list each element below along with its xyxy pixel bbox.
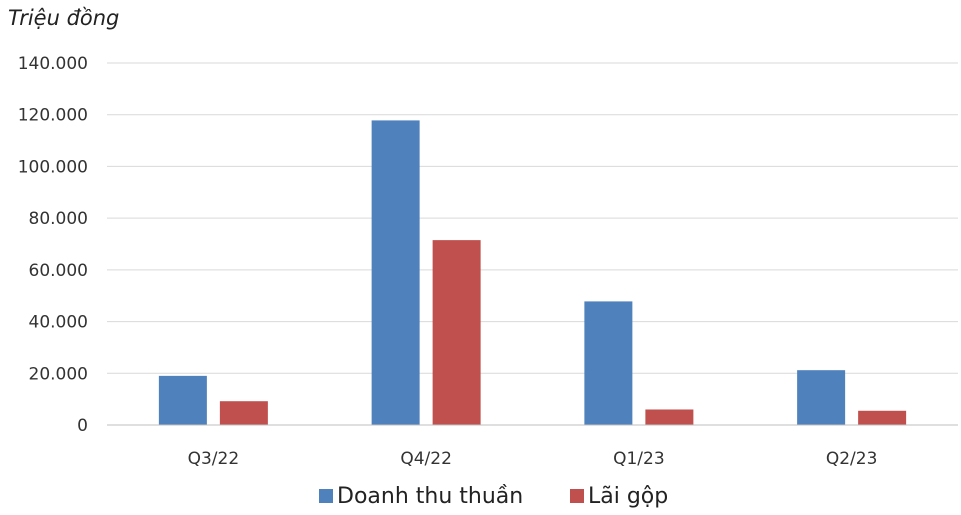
y-tick-label: 0	[77, 416, 88, 436]
x-category-label: Q1/23	[613, 449, 665, 469]
unit-label: Triệu đồng	[8, 6, 119, 30]
bar-gross-profit-q1-23	[645, 409, 694, 425]
legend-swatch	[570, 489, 584, 503]
y-tick-label: 140.000	[18, 54, 88, 74]
y-tick-label: 100.000	[18, 157, 88, 177]
bar-revenue-q1-23	[584, 301, 633, 425]
bar-gross-profit-q4-22	[432, 240, 481, 425]
y-tick-label: 80.000	[29, 209, 88, 229]
bar-revenue-q2-23	[797, 370, 846, 425]
legend-label: Lãi gộp	[588, 484, 668, 509]
y-tick-label: 120.000	[18, 106, 88, 126]
bar-revenue-q3-22	[158, 375, 207, 425]
x-category-label: Q2/23	[826, 449, 878, 469]
bars	[158, 120, 907, 425]
bar-revenue-q4-22	[371, 120, 420, 425]
x-category-label: Q4/22	[400, 449, 452, 469]
bar-gross-profit-q3-22	[219, 401, 268, 425]
legend-label: Doanh thu thuần	[337, 484, 523, 509]
x-category-label: Q3/22	[188, 449, 240, 469]
y-tick-label: 20.000	[29, 364, 88, 384]
bar-gross-profit-q2-23	[858, 410, 907, 425]
legend-swatch	[319, 489, 333, 503]
x-axis-categories: Q3/22 Q4/22 Q1/23 Q2/23	[188, 449, 878, 469]
gridlines	[107, 62, 958, 374]
y-tick-label: 40.000	[29, 313, 88, 333]
y-tick-label: 60.000	[29, 261, 88, 281]
y-axis-ticks: 0 20.000 40.000 60.000 80.000 100.000 120.000 1…	[18, 54, 88, 436]
legend: Doanh thu thuần Lãi gộp	[319, 484, 668, 509]
